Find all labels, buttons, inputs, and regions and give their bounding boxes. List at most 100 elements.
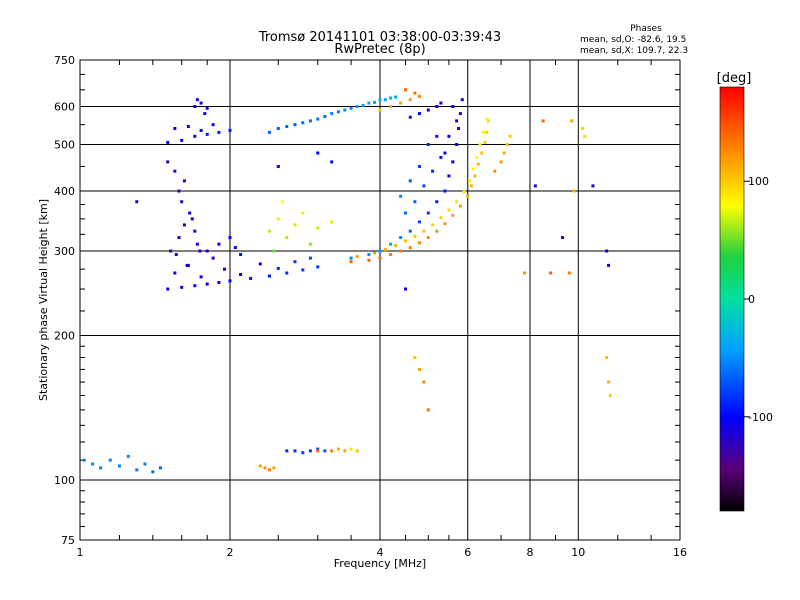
data-point bbox=[408, 115, 412, 119]
data-point bbox=[399, 236, 403, 240]
x-tick-label: 2 bbox=[227, 546, 234, 559]
data-point bbox=[435, 229, 439, 233]
data-point bbox=[460, 98, 464, 102]
data-point bbox=[355, 105, 359, 109]
x-tick-label: 6 bbox=[464, 546, 471, 559]
data-point bbox=[399, 249, 403, 253]
data-point bbox=[455, 119, 459, 123]
data-point bbox=[349, 260, 353, 264]
data-point bbox=[330, 160, 334, 164]
data-point bbox=[493, 169, 497, 173]
data-point bbox=[561, 236, 565, 240]
data-point bbox=[205, 106, 209, 110]
data-point bbox=[228, 236, 232, 240]
axis-ticks: 1 2 4 6 8 10 16 75 100 200 300 400 500 600 750 bbox=[54, 54, 687, 559]
colorbar-tick-label: -100 bbox=[748, 411, 773, 424]
data-point bbox=[316, 117, 320, 121]
data-point bbox=[223, 267, 227, 271]
data-point bbox=[323, 449, 327, 453]
data-point bbox=[422, 380, 426, 384]
data-point bbox=[276, 126, 280, 130]
data-point bbox=[403, 88, 407, 92]
data-point bbox=[499, 160, 503, 164]
data-point bbox=[199, 101, 203, 105]
data-point bbox=[373, 100, 377, 104]
data-point bbox=[177, 189, 181, 193]
data-point bbox=[394, 95, 398, 99]
data-point bbox=[426, 108, 430, 112]
data-point bbox=[367, 101, 371, 105]
data-point bbox=[301, 268, 305, 272]
data-point bbox=[211, 256, 215, 260]
data-point bbox=[408, 229, 412, 233]
data-point bbox=[199, 275, 203, 279]
data-point bbox=[330, 112, 334, 116]
data-point bbox=[293, 449, 297, 453]
data-point bbox=[408, 98, 412, 102]
data-point bbox=[330, 449, 334, 453]
data-point bbox=[293, 123, 297, 127]
data-point bbox=[293, 260, 297, 264]
data-point bbox=[455, 143, 459, 147]
data-point bbox=[185, 263, 189, 267]
data-point bbox=[349, 447, 353, 451]
colorbar-tick-label: 0 bbox=[748, 293, 755, 306]
data-point bbox=[485, 130, 489, 134]
data-point bbox=[91, 462, 95, 466]
data-point bbox=[408, 246, 412, 250]
data-point bbox=[481, 130, 485, 134]
data-point bbox=[195, 98, 199, 102]
data-point bbox=[173, 271, 177, 275]
data-point bbox=[217, 130, 221, 134]
data-point bbox=[199, 128, 203, 132]
data-point bbox=[239, 253, 243, 257]
data-point bbox=[447, 134, 451, 138]
data-point bbox=[435, 200, 439, 204]
data-point bbox=[180, 138, 184, 142]
y-tick-label: 75 bbox=[61, 534, 75, 547]
data-point bbox=[413, 91, 417, 95]
data-point bbox=[478, 143, 482, 147]
data-point bbox=[417, 220, 421, 224]
data-point bbox=[367, 253, 371, 257]
data-point bbox=[605, 249, 609, 253]
x-tick-label: 4 bbox=[377, 546, 384, 559]
data-point bbox=[389, 96, 393, 100]
data-point bbox=[228, 279, 232, 283]
data-point bbox=[422, 229, 426, 233]
y-tick-label: 200 bbox=[54, 330, 75, 343]
data-point bbox=[361, 103, 365, 107]
data-point bbox=[158, 466, 162, 470]
data-point bbox=[233, 246, 237, 250]
data-point bbox=[169, 249, 173, 253]
data-point bbox=[533, 184, 537, 188]
data-point bbox=[403, 239, 407, 243]
x-axis-label: Frequency [MHz] bbox=[334, 557, 426, 570]
data-point bbox=[458, 112, 462, 116]
data-point bbox=[166, 287, 170, 291]
data-point bbox=[607, 263, 611, 267]
data-point bbox=[471, 167, 475, 171]
data-point bbox=[431, 223, 435, 227]
data-point bbox=[451, 105, 455, 109]
data-point bbox=[301, 211, 305, 215]
chart-title: Tromsø 20141101 03:38:00-03:39:43 bbox=[258, 30, 501, 45]
data-point bbox=[205, 249, 209, 253]
data-point bbox=[316, 449, 320, 453]
data-point bbox=[431, 169, 435, 173]
x-tick-label: 8 bbox=[527, 546, 534, 559]
data-point bbox=[399, 101, 403, 105]
y-tick-label: 100 bbox=[54, 474, 75, 487]
data-point bbox=[336, 447, 340, 451]
data-point bbox=[173, 169, 177, 173]
data-point bbox=[272, 466, 276, 470]
data-point bbox=[276, 217, 280, 221]
colorbar bbox=[719, 86, 745, 512]
data-point bbox=[301, 451, 305, 455]
data-point bbox=[439, 216, 443, 220]
data-point bbox=[349, 256, 353, 260]
data-point bbox=[211, 123, 215, 127]
data-point bbox=[190, 217, 194, 221]
data-point bbox=[435, 105, 439, 109]
